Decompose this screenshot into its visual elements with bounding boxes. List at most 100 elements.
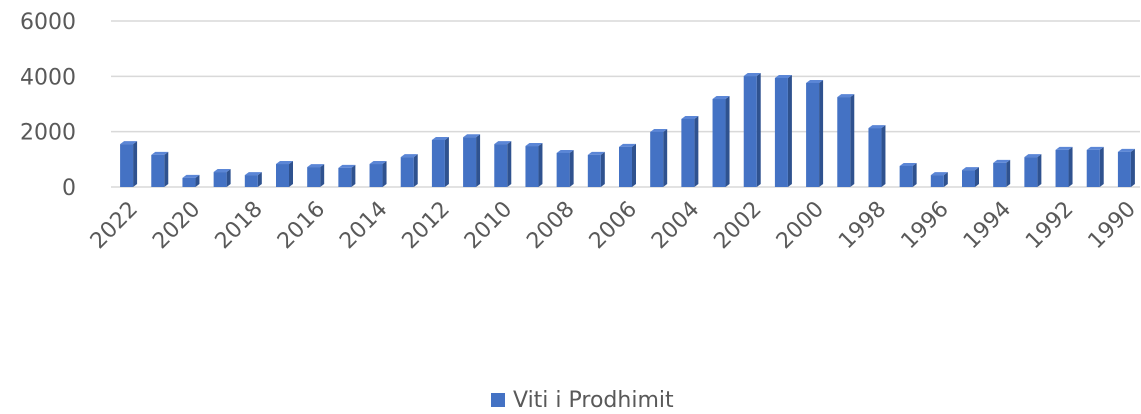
bar-side: [850, 94, 855, 187]
bar-top: [369, 161, 387, 165]
bar-side: [257, 172, 262, 187]
bar-side: [632, 143, 636, 187]
bar-side: [725, 96, 730, 187]
bar-side: [756, 73, 761, 187]
x-tick-label: 1990: [1084, 197, 1141, 254]
bar-side: [289, 161, 293, 187]
bar: [338, 167, 352, 187]
bar: [244, 175, 258, 187]
bar: [494, 144, 508, 187]
bar-top: [1086, 146, 1104, 150]
x-tick-label: 2004: [647, 197, 704, 254]
bar-side: [912, 162, 917, 187]
bar-top: [463, 134, 481, 138]
y-tick-label: 6000: [20, 10, 76, 35]
bar: [1086, 149, 1100, 187]
x-tick-label: 2014: [335, 197, 392, 254]
bar-side: [569, 149, 574, 187]
bar-side: [1037, 154, 1042, 187]
x-tick-label: 2000: [772, 197, 829, 254]
x-tick-label: 2016: [273, 197, 330, 254]
bar-side: [382, 161, 387, 187]
x-tick-label: 2008: [522, 197, 579, 254]
bar-top: [1055, 146, 1073, 150]
bar-side: [413, 154, 418, 187]
bar-top: [868, 125, 886, 129]
bar-side: [975, 167, 979, 187]
bar: [868, 128, 882, 187]
bar: [182, 177, 196, 187]
bar-top: [400, 154, 418, 158]
bar: [1055, 149, 1069, 187]
x-tick-label: 2020: [148, 197, 205, 254]
x-tick-label: 1992: [1021, 197, 1078, 254]
bar-top: [276, 161, 293, 165]
bar: [556, 152, 570, 187]
bar-side: [164, 151, 169, 187]
bar: [525, 146, 539, 187]
bar-top: [774, 74, 792, 78]
bar: [899, 165, 913, 187]
bar-top: [712, 96, 730, 100]
x-tick-label: 2022: [86, 197, 143, 254]
bar: [587, 154, 601, 187]
bar-top: [930, 172, 948, 176]
bar-top: [993, 159, 1011, 163]
bar: [993, 162, 1007, 187]
bar-side: [538, 143, 543, 187]
bar-top: [1024, 154, 1042, 158]
bar: [743, 76, 757, 187]
bar-top: [899, 162, 917, 166]
bar: [120, 144, 134, 187]
bar-top: [525, 143, 543, 147]
bar: [774, 77, 788, 187]
x-tick-label: 2012: [398, 197, 455, 254]
bar-top: [962, 167, 979, 171]
bar: [681, 118, 695, 187]
bar: [1117, 151, 1131, 187]
bar-top: [431, 136, 449, 140]
bar-top: [307, 164, 325, 168]
bar-side: [943, 172, 948, 187]
bar-side: [1099, 146, 1104, 187]
bar-top: [338, 164, 356, 168]
bar-side: [881, 125, 886, 187]
bar: [463, 137, 477, 187]
y-tick-label: 0: [62, 176, 76, 201]
bar-side: [663, 128, 668, 187]
bar: [369, 164, 383, 187]
bar-side: [694, 115, 699, 187]
bar-top: [743, 73, 761, 77]
bar-top: [1117, 148, 1135, 152]
x-tick-label: 2006: [585, 197, 642, 254]
legend-label: Viti i Prodhimit: [513, 388, 674, 413]
bar: [712, 99, 726, 187]
bar: [400, 157, 414, 187]
bar: [307, 167, 321, 187]
bar: [619, 146, 632, 187]
bar-side: [819, 79, 824, 187]
bar-side: [1006, 159, 1011, 187]
bar-top: [120, 141, 138, 145]
bar: [431, 139, 445, 187]
x-tick-label: 1996: [897, 197, 954, 254]
bar-side: [195, 174, 200, 187]
bar-top: [182, 174, 200, 178]
bar-top: [806, 79, 824, 83]
x-tick-label: 2010: [460, 197, 517, 254]
bar: [650, 131, 664, 187]
bar-top: [244, 172, 262, 176]
bar-side: [133, 141, 138, 187]
bar: [806, 82, 820, 187]
bar-side: [226, 169, 231, 187]
x-tick-label: 2018: [211, 197, 268, 254]
bar-side: [1130, 148, 1135, 187]
bar-top: [151, 151, 169, 155]
bar-side: [444, 136, 449, 187]
bar-top: [556, 149, 574, 153]
bar-top: [681, 115, 699, 119]
bar: [276, 164, 289, 187]
bar-side: [787, 74, 792, 187]
bar: [151, 154, 165, 187]
